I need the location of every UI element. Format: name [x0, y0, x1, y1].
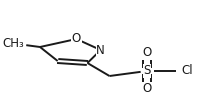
Text: Cl: Cl — [181, 64, 192, 78]
Text: O: O — [142, 82, 152, 96]
Text: O: O — [142, 46, 152, 59]
Text: O: O — [72, 32, 81, 46]
Text: CH₃: CH₃ — [3, 37, 24, 50]
Text: N: N — [96, 44, 105, 56]
Text: S: S — [143, 64, 151, 78]
